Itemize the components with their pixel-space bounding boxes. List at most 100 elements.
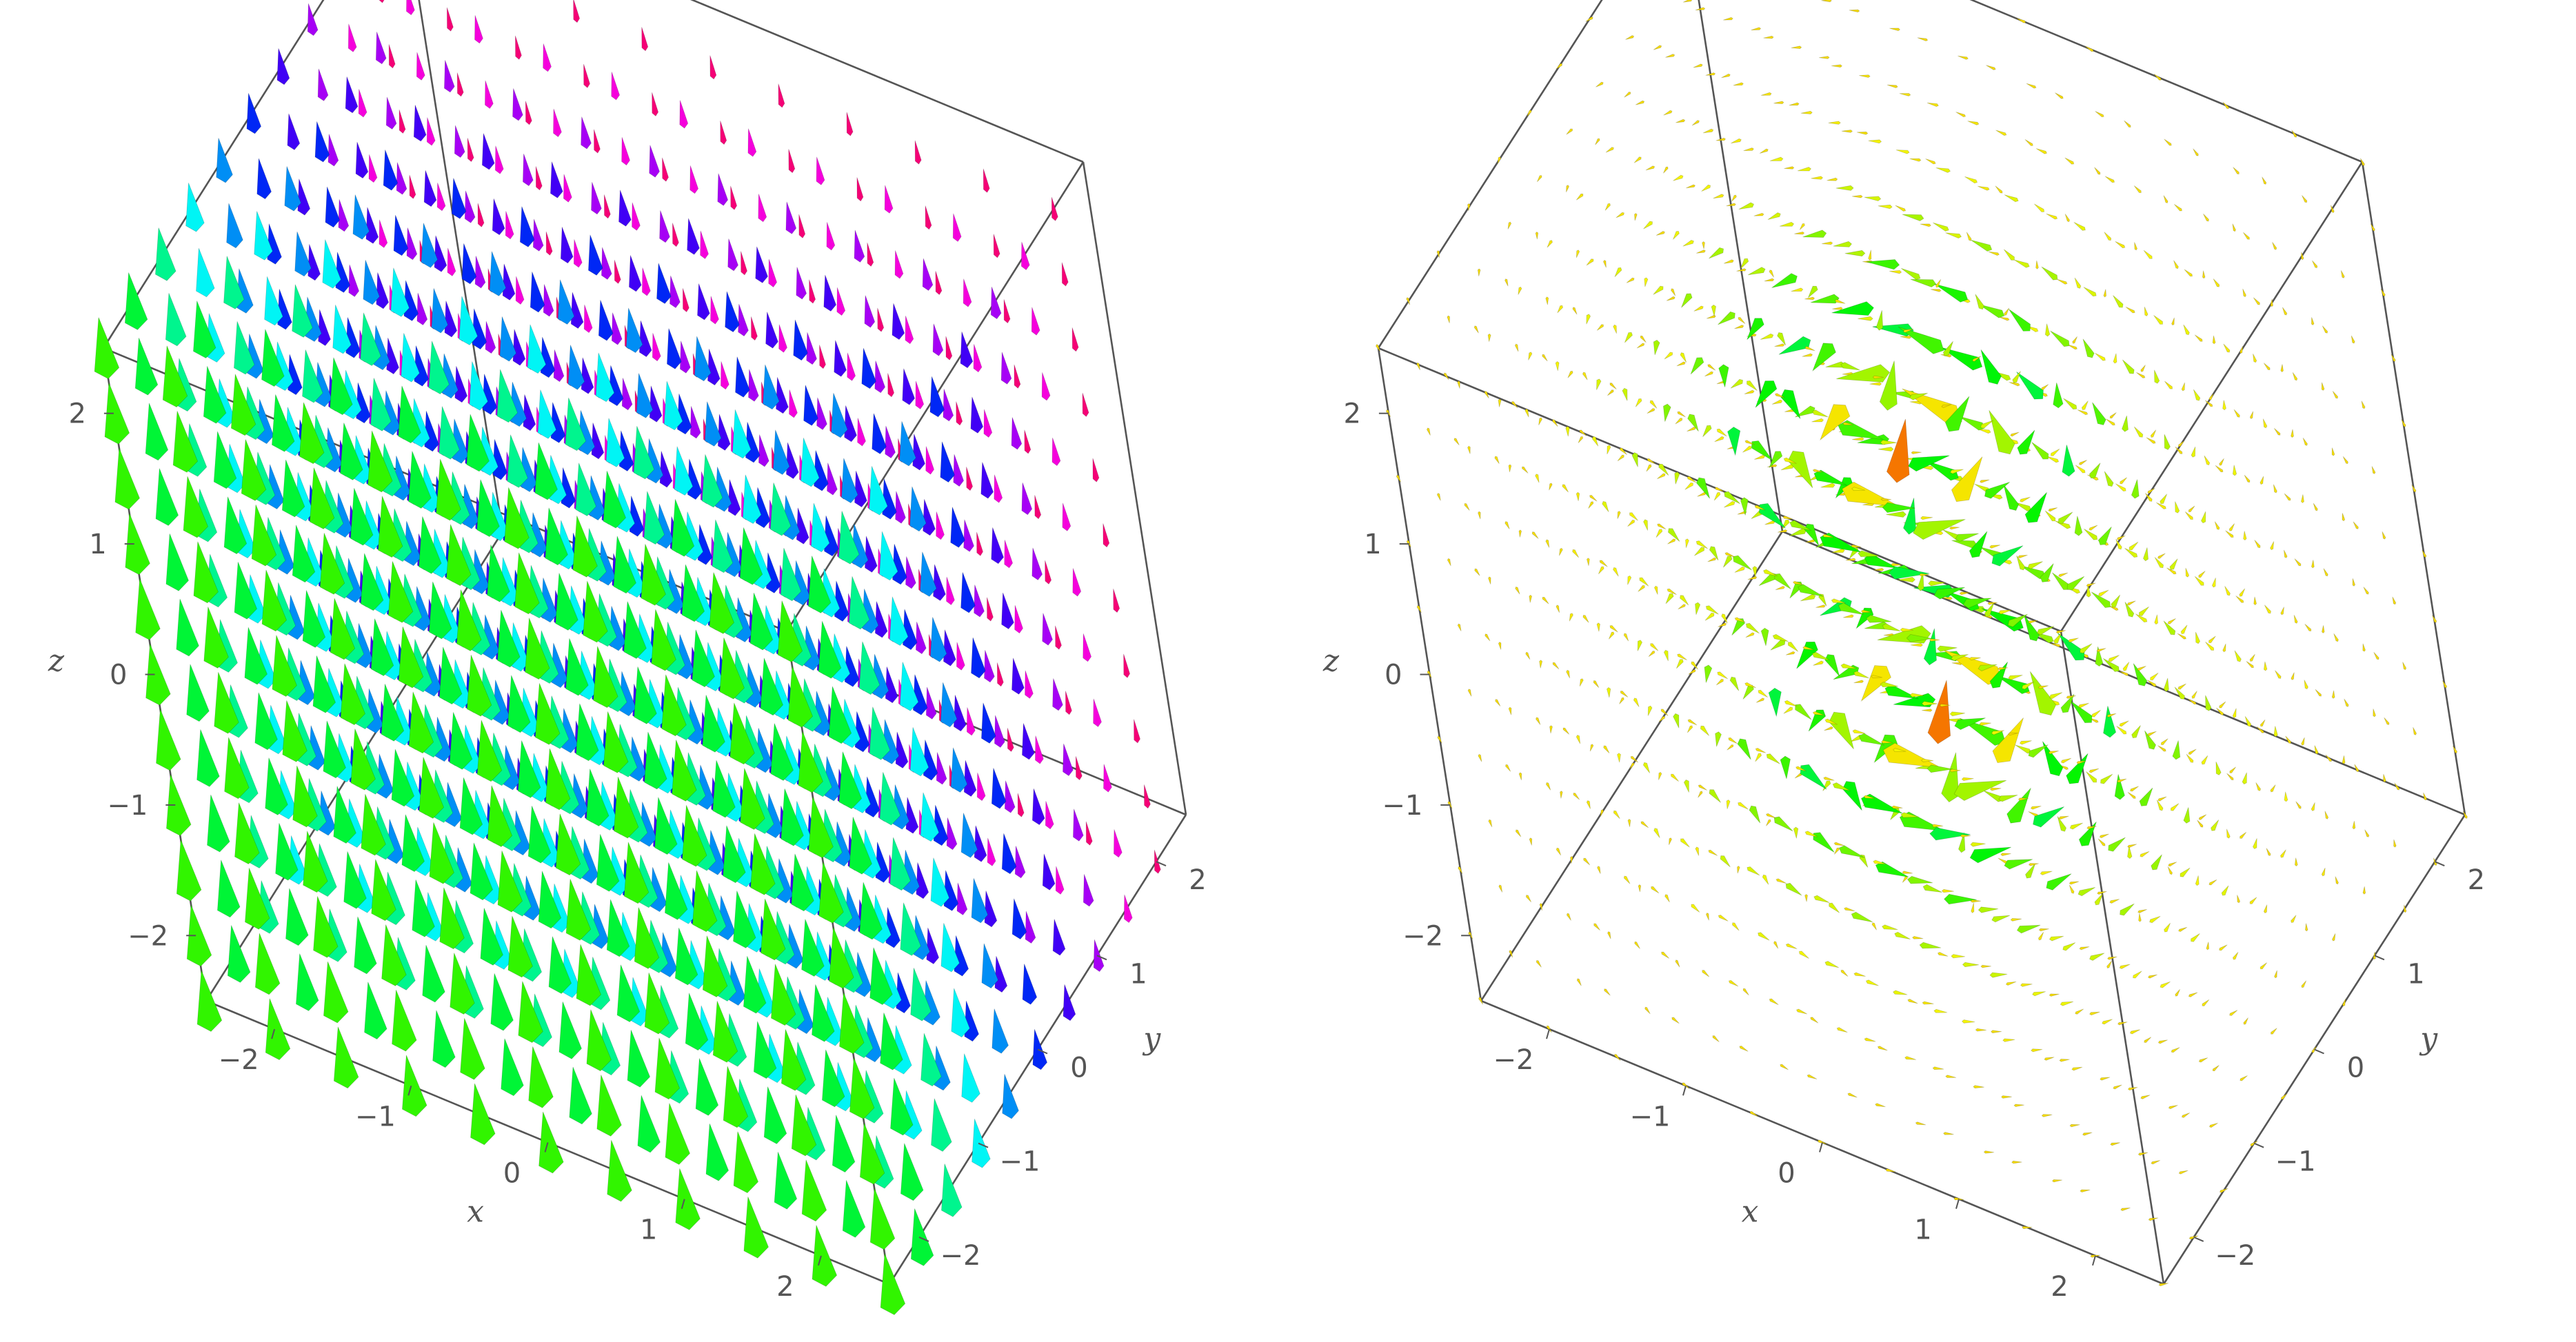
left-field-arrow bbox=[905, 315, 914, 345]
left-field-arrow bbox=[1021, 723, 1035, 760]
right-field-arrow bbox=[1586, 800, 1591, 809]
right-field-arrow bbox=[1933, 222, 1949, 232]
left-field-arrow bbox=[869, 706, 891, 760]
right-field-arrow bbox=[1673, 713, 1680, 729]
left-field-arrow bbox=[987, 837, 996, 866]
left-field-arrow bbox=[583, 580, 608, 643]
left-field-arrow bbox=[114, 447, 140, 510]
right-field-arrow bbox=[2294, 857, 2298, 867]
left-field-arrow bbox=[492, 198, 505, 236]
left-field-arrow bbox=[223, 496, 248, 555]
right-field-arrow bbox=[2127, 791, 2136, 799]
left-field-arrow bbox=[839, 992, 865, 1055]
left-field-arrow bbox=[1017, 793, 1025, 817]
right-field-arrow bbox=[2302, 195, 2308, 203]
right-field-arrow bbox=[2262, 418, 2268, 429]
left-field-arrow bbox=[739, 527, 763, 585]
right-field-arrow bbox=[1833, 847, 1840, 855]
right-field-arrow bbox=[2075, 1008, 2084, 1015]
left-field-arrow bbox=[644, 972, 670, 1035]
left-field-arrow bbox=[563, 174, 572, 203]
right-field-arrow bbox=[1515, 587, 1520, 595]
right-field-arrow bbox=[2024, 615, 2040, 642]
right-field-arrow bbox=[1691, 904, 1700, 913]
right-field-arrow bbox=[1931, 824, 1944, 828]
right-field-arrow bbox=[1795, 766, 1807, 772]
right-field-arrow bbox=[1511, 401, 1518, 409]
right-field-arrow bbox=[2032, 991, 2046, 997]
left-field-arrow bbox=[207, 794, 230, 853]
right-field-arrow bbox=[2453, 745, 2458, 754]
right-field-arrow bbox=[1649, 400, 1658, 409]
right-field-arrow bbox=[1749, 805, 1761, 824]
right-field-arrow bbox=[1882, 742, 1942, 769]
left-field-arrow bbox=[1045, 560, 1052, 585]
right-field-arrow bbox=[1579, 678, 1584, 687]
right-field-arrow bbox=[1895, 150, 1910, 154]
right-field-arrow bbox=[1927, 680, 1951, 744]
right-field-arrow bbox=[2059, 1059, 2070, 1062]
right-field-arrow bbox=[2324, 811, 2329, 820]
right-field-arrow bbox=[2057, 816, 2067, 832]
left-field-arrow bbox=[429, 822, 454, 884]
right-field-arrow bbox=[1906, 633, 1933, 642]
left-field-arrow bbox=[261, 329, 285, 387]
left-field-arrow bbox=[197, 970, 223, 1032]
left-y-tickmark bbox=[1156, 861, 1167, 867]
right-field-arrow bbox=[2195, 631, 2201, 644]
left-field-arrow bbox=[758, 434, 769, 467]
right-field-arrow bbox=[2114, 774, 2125, 800]
right-field-arrow bbox=[1709, 546, 1719, 561]
left-field-arrow bbox=[1093, 939, 1105, 973]
left-field-arrow bbox=[576, 703, 599, 762]
right-field-arrow bbox=[2129, 786, 2139, 792]
right-field-arrow bbox=[2044, 510, 2056, 522]
left-field-arrow bbox=[768, 258, 778, 288]
right-field-arrow bbox=[2373, 709, 2376, 718]
right-field-arrow bbox=[2215, 707, 2224, 715]
left-field-arrow bbox=[720, 120, 727, 145]
right-field-arrow bbox=[2325, 754, 2332, 762]
right-field-arrow bbox=[1804, 296, 1815, 301]
right-field-arrow bbox=[2050, 330, 2070, 347]
left-field-arrow bbox=[606, 899, 630, 957]
right-field-arrow bbox=[2138, 913, 2142, 922]
right-field-arrow bbox=[2117, 1021, 2128, 1026]
right-field-arrow bbox=[2139, 787, 2153, 806]
left-field-arrow bbox=[750, 833, 776, 895]
right-field-arrow bbox=[1690, 357, 1704, 375]
right-field-arrow bbox=[1678, 604, 1686, 610]
right-field-arrow bbox=[1642, 762, 1651, 773]
right-field-arrow bbox=[1509, 950, 1513, 958]
left-field-arrow bbox=[1063, 743, 1074, 777]
left-field-arrow bbox=[725, 291, 740, 333]
left-field-arrow bbox=[818, 862, 844, 924]
right-field-arrow bbox=[1860, 793, 1903, 814]
right-field-arrow bbox=[1889, 270, 1902, 274]
right-field-arrow bbox=[1980, 420, 1994, 429]
right-field-arrow bbox=[1840, 663, 1857, 669]
right-field-arrow bbox=[1798, 584, 1824, 597]
right-field-arrow bbox=[2284, 549, 2288, 558]
left-field-arrow bbox=[371, 859, 396, 922]
right-field-arrow bbox=[2335, 876, 2339, 885]
right-field-arrow bbox=[1724, 491, 1740, 505]
right-field-arrow bbox=[1638, 884, 1642, 893]
right-field-arrow bbox=[2122, 662, 2130, 671]
right-field-arrow bbox=[1789, 581, 1804, 599]
left-field-arrow bbox=[637, 1095, 661, 1153]
right-field-arrow bbox=[1847, 1092, 1858, 1098]
right-field-arrow bbox=[1745, 622, 1760, 634]
left-field-arrow bbox=[569, 1066, 592, 1125]
right-field-arrow bbox=[1613, 324, 1617, 334]
right-field-arrow bbox=[2040, 871, 2053, 875]
right-field-arrow bbox=[2129, 1029, 2141, 1035]
right-field-arrow bbox=[1715, 137, 1727, 141]
right-field-arrow bbox=[2147, 487, 2155, 494]
left-field-arrow bbox=[573, 0, 581, 23]
left-field-arrow bbox=[772, 429, 790, 476]
right-field-arrow bbox=[1758, 932, 1770, 941]
right-field-arrow bbox=[1675, 418, 1683, 425]
left-field-arrow bbox=[528, 1046, 554, 1108]
left-x-tick-label: −1 bbox=[355, 1101, 396, 1132]
